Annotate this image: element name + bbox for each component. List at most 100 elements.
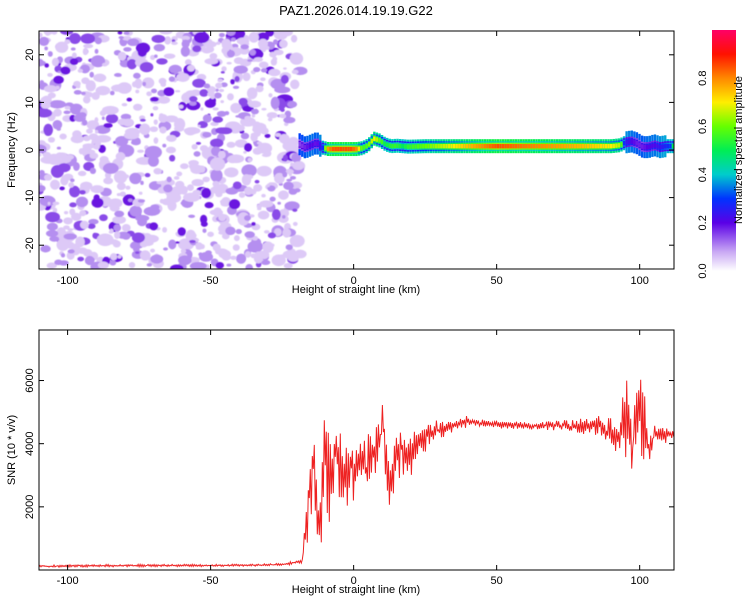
noise-blob bbox=[221, 66, 227, 72]
noise-blob bbox=[230, 78, 235, 85]
noise-blob bbox=[117, 51, 127, 61]
noise-blob bbox=[212, 243, 221, 252]
noise-blob bbox=[60, 31, 74, 35]
noise-blob bbox=[291, 69, 299, 75]
noise-blob bbox=[232, 244, 240, 251]
noise-blob bbox=[162, 227, 168, 233]
noise-blob bbox=[49, 236, 60, 242]
noise-blob bbox=[193, 151, 201, 157]
noise-blob bbox=[39, 32, 43, 38]
noise-blob bbox=[137, 48, 147, 57]
noise-blob bbox=[39, 108, 53, 118]
noise-blob bbox=[171, 41, 178, 45]
noise-blob bbox=[51, 57, 60, 67]
noise-blob bbox=[139, 241, 148, 248]
noise-blob bbox=[256, 165, 272, 177]
noise-blob bbox=[118, 36, 124, 40]
signal-cell bbox=[414, 144, 417, 149]
noise-blob bbox=[215, 88, 219, 92]
noise-blob bbox=[111, 84, 127, 92]
noise-blob bbox=[46, 222, 58, 231]
noise-blob bbox=[59, 186, 65, 191]
noise-blob bbox=[53, 75, 64, 84]
noise-blob bbox=[133, 72, 141, 79]
noise-blob bbox=[221, 253, 231, 261]
signal-cell bbox=[638, 142, 641, 148]
noise-blob bbox=[198, 252, 203, 257]
noise-blob bbox=[268, 93, 273, 98]
noise-blob bbox=[82, 95, 91, 104]
noise-blob bbox=[123, 31, 130, 35]
colorbar-tick-label: 0.6 bbox=[697, 119, 709, 134]
noise-blob bbox=[88, 218, 99, 225]
noise-blob bbox=[185, 90, 198, 98]
noise-blob bbox=[52, 201, 60, 206]
noise-blob bbox=[121, 35, 132, 41]
spectrogram-noise-region bbox=[39, 31, 308, 269]
noise-blob bbox=[150, 248, 155, 253]
noise-blob bbox=[112, 240, 118, 246]
noise-blob bbox=[250, 188, 257, 195]
noise-blob bbox=[125, 185, 131, 190]
noise-blob bbox=[176, 72, 190, 82]
noise-blob bbox=[191, 178, 204, 187]
noise-blob bbox=[274, 86, 291, 94]
noise-blob bbox=[269, 51, 277, 58]
signal-cell bbox=[496, 143, 500, 149]
noise-blob bbox=[128, 262, 136, 269]
noise-blob bbox=[208, 97, 217, 104]
noise-blob bbox=[226, 141, 236, 148]
noise-blob bbox=[80, 181, 93, 191]
noise-blob bbox=[204, 58, 219, 65]
noise-blob bbox=[48, 100, 66, 109]
signal-cell bbox=[483, 143, 487, 149]
noise-blob bbox=[230, 255, 237, 260]
snr-x-tick-label: -100 bbox=[57, 575, 79, 587]
noise-blob bbox=[113, 224, 122, 232]
noise-blob bbox=[203, 83, 211, 89]
colorbar-tick-label: 0.4 bbox=[697, 167, 709, 182]
noise-blob bbox=[189, 261, 207, 269]
noise-blob bbox=[147, 155, 159, 167]
noise-blob bbox=[143, 206, 161, 216]
noise-blob bbox=[70, 135, 84, 144]
noise-blob bbox=[240, 44, 249, 50]
signal-cell bbox=[512, 143, 515, 149]
noise-blob bbox=[215, 191, 223, 198]
noise-blob bbox=[220, 197, 232, 207]
noise-blob bbox=[70, 178, 75, 183]
signal-cell bbox=[386, 142, 389, 148]
signal-cell bbox=[319, 143, 322, 148]
spectrogram-y-label: Frequency (Hz) bbox=[6, 112, 18, 188]
noise-blob bbox=[290, 79, 300, 90]
noise-blob bbox=[94, 48, 99, 54]
signal-cell bbox=[422, 144, 425, 149]
noise-blob bbox=[292, 208, 298, 212]
noise-blob bbox=[137, 217, 148, 227]
noise-blob bbox=[183, 127, 201, 135]
colorbar-tick-label: 0.8 bbox=[697, 71, 709, 86]
noise-blob bbox=[212, 116, 224, 123]
signal-cell bbox=[434, 143, 438, 149]
noise-blob bbox=[220, 82, 228, 88]
signal-cell bbox=[488, 143, 492, 149]
noise-blob bbox=[284, 110, 292, 118]
noise-blob bbox=[82, 135, 91, 142]
noise-blob bbox=[80, 33, 96, 44]
noise-blob bbox=[272, 39, 279, 45]
noise-blob bbox=[234, 75, 240, 82]
signal-cell bbox=[563, 143, 567, 149]
noise-blob bbox=[53, 112, 58, 117]
noise-blob bbox=[215, 82, 223, 89]
noise-blob bbox=[39, 153, 42, 157]
noise-blob bbox=[67, 228, 74, 232]
signal-cell bbox=[344, 146, 348, 152]
noise-blob bbox=[193, 31, 210, 44]
noise-blob bbox=[91, 197, 104, 208]
noise-blob bbox=[120, 113, 132, 120]
signal-cell bbox=[476, 143, 479, 149]
noise-blob bbox=[70, 47, 76, 51]
noise-blob bbox=[154, 54, 158, 58]
noise-blob bbox=[133, 103, 143, 111]
noise-blob bbox=[188, 214, 196, 218]
